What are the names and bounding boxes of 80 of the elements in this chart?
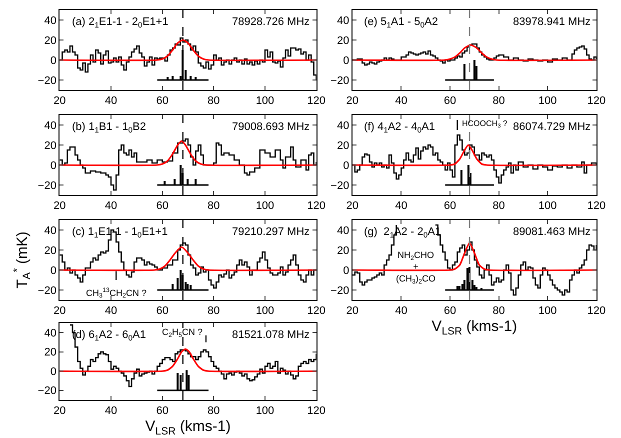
x-axis-title: V$_{LSR}$ (kms-1)	[432, 318, 518, 338]
x-tick-label: 60	[444, 305, 456, 318]
y-tick-label: −20	[330, 284, 350, 297]
x-tick-label: 120	[307, 200, 326, 212]
x-tick-label: 120	[587, 200, 606, 212]
y-tick-label: 20	[44, 34, 56, 47]
x-tick-label: 100	[538, 200, 557, 212]
text: NH$_{2}$CHO + (CH$_{3}$)$_{2}$CO	[396, 250, 436, 286]
y-tick-label: 0	[50, 264, 56, 277]
x-tick-label: 100	[256, 305, 274, 318]
text: 79008.693 MHz	[232, 121, 310, 133]
text: 81521.078 MHz	[232, 329, 310, 341]
text: 79210.297 MHz	[232, 226, 310, 238]
x-tick-label: 40	[395, 200, 408, 212]
x-tick-label: 120	[307, 305, 326, 318]
y-tick-label: 20	[336, 140, 350, 152]
y-tick-label: 0	[50, 54, 56, 67]
x-tick-label: 100	[256, 200, 274, 212]
x-tick-label: 80	[208, 405, 220, 418]
y-tick-label: −20	[38, 74, 56, 87]
x-tick-label: 100	[256, 95, 274, 108]
x-tick-label: 80	[208, 95, 220, 108]
x-tick-label: 60	[156, 200, 168, 212]
x-tick-label: 80	[492, 305, 505, 318]
x-tick-label: 120	[307, 405, 326, 418]
x-tick-label: 60	[444, 200, 456, 212]
y-tick-label: 20	[44, 346, 56, 359]
y-tick-label: 0	[50, 160, 56, 172]
y-tick-label: 20	[44, 140, 56, 152]
text: 78928.726 MHz	[232, 16, 310, 28]
text: 83978.941 MHz	[513, 16, 591, 28]
x-tick-label: 40	[395, 95, 408, 108]
x-tick-label: 40	[104, 200, 118, 212]
x-tick-label: 80	[208, 305, 220, 318]
y-tick-label: −20	[38, 180, 56, 192]
x-tick-label: 60	[444, 95, 456, 108]
y-tick-label: −20	[38, 385, 56, 398]
text: (b) 1$_{1}$B1 - 1$_{0}$B2	[72, 121, 146, 134]
annotation: CH$_{3}$$^{13}$CH$_{2}$CN ?	[86, 287, 147, 300]
text: (e) 5$_{1}$A1 - 5$_{0}$A2	[364, 16, 438, 30]
y-tick-label: 40	[44, 120, 56, 132]
text: (a) 2$_{1}$E1-1 - 2$_{0}$E1+1	[72, 16, 168, 30]
x-tick-label: 120	[587, 95, 606, 108]
text: 86074.729 MHz	[513, 121, 591, 133]
y-tick-label: 40	[44, 224, 56, 237]
y-tick-label: 20	[336, 34, 350, 47]
y-tick-label: 40	[336, 14, 350, 27]
x-tick-label: 120	[307, 95, 326, 108]
text: (f) 4$_{1}$A2 - 4$_{0}$A1	[364, 121, 435, 134]
y-tick-label: 40	[336, 224, 350, 237]
x-tick-label: 80	[492, 95, 505, 108]
y-tick-label: 0	[50, 366, 56, 378]
x-tick-label: 40	[104, 95, 118, 108]
y-tick-label: −20	[330, 74, 350, 87]
text: 89081.463 MHz	[513, 226, 591, 238]
x-tick-label: 80	[208, 200, 220, 212]
x-tick-label: 40	[104, 405, 118, 418]
annotation: C$_{2}$H$_{5}$CN ?	[162, 327, 203, 339]
y-tick-label: 20	[44, 244, 56, 257]
y-tick-label: 0	[343, 160, 350, 172]
x-tick-label: 100	[538, 95, 557, 108]
annotation: HCOOCH$_{3}$ ?	[462, 119, 508, 130]
y-tick-label: 0	[343, 264, 350, 277]
x-tick-label: 60	[156, 305, 168, 318]
y-tick-label: 40	[336, 120, 350, 132]
y-tick-label: 0	[343, 54, 350, 67]
x-tick-label: 40	[104, 305, 118, 318]
x-tick-label: 120	[587, 305, 606, 318]
y-tick-label: −20	[38, 284, 56, 297]
x-axis-title: V$_{LSR}$ (kms-1)	[145, 418, 231, 438]
y-tick-label: 40	[44, 327, 56, 340]
y-tick-label: 20	[336, 244, 350, 257]
y-tick-label: 40	[44, 14, 56, 27]
x-tick-label: 60	[156, 95, 168, 108]
y-tick-label: −20	[330, 180, 350, 192]
x-tick-label: 100	[538, 305, 557, 318]
x-tick-label: 60	[156, 405, 168, 418]
x-tick-label: 100	[256, 405, 274, 418]
x-tick-label: 80	[492, 200, 505, 212]
x-tick-label: 40	[395, 305, 408, 318]
